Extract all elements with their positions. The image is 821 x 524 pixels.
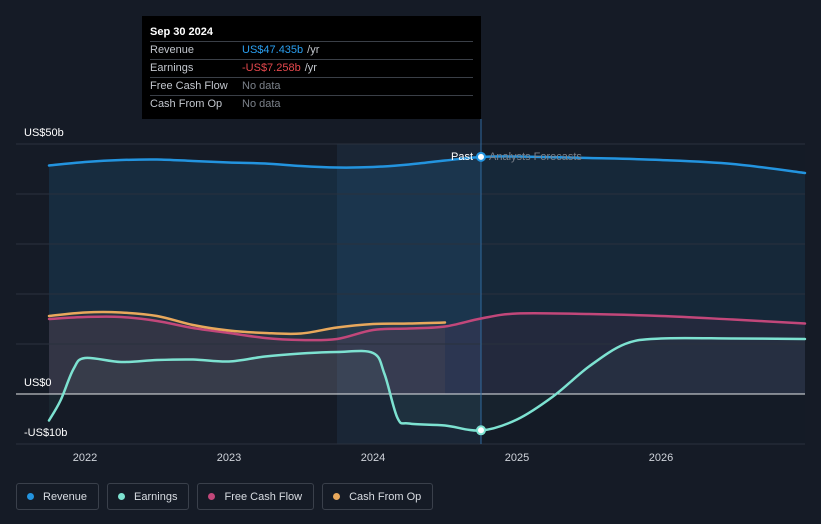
series-line-free-cash-flow [47,311,807,342]
tooltip-row-earnings: Earnings -US$7.258b /yr [150,59,473,77]
tooltip-label: Revenue [150,44,195,56]
legend-dot-icon [118,493,126,500]
tooltip-date: Sep 30 2024 [150,26,213,38]
y-tick-label-top: US$50b [24,127,64,139]
tooltip-unit: /yr [307,44,320,56]
chart-legend: Revenue Earnings Free Cash Flow Cash Fro… [16,483,434,510]
legend-dot-icon [333,493,341,500]
series-area-cash-from-op [49,312,445,394]
forecast-label: Analysts Forecasts [489,151,582,163]
past-label: Past [451,151,473,163]
series-line-revenue [47,155,807,175]
y-tick-label-bottom: -US$10b [24,427,67,439]
x-tick-label: 2023 [217,452,241,464]
tooltip-value: US$47.435b [242,44,304,56]
legend-dot-icon [208,493,216,500]
tooltip-label: Cash From Op [150,98,223,110]
legend-item-revenue[interactable]: Revenue [16,483,100,510]
legend-label: Cash From Op [349,490,422,503]
tooltip-row-revenue: Revenue US$47.435b /yr [150,41,473,59]
data-point-revenue [476,151,486,162]
x-tick-label: 2026 [649,452,673,464]
legend-item-earnings[interactable]: Earnings [107,483,190,510]
legend-label: Revenue [43,490,88,503]
x-tick-label: 2025 [505,452,529,464]
series-line-earnings [47,336,807,432]
tooltip-row-fcf: Free Cash Flow No data [150,77,473,95]
x-tick-label: 2024 [361,452,385,464]
tooltip-value: -US$7.258b [242,62,301,74]
tooltip-label: Free Cash Flow [150,80,228,92]
legend-item-cash-from-op[interactable]: Cash From Op [322,483,434,510]
tooltip-value: No data [242,80,281,92]
tooltip-label: Earnings [150,62,194,74]
tooltip-row-cfo: Cash From Op No data [150,95,473,113]
legend-dot-icon [27,493,34,500]
x-tick-label: 2022 [73,452,97,464]
legend-label: Earnings [134,490,178,503]
y-tick-label-zero: US$0 [24,377,52,389]
data-tooltip: Sep 30 2024 Revenue US$47.435b /yr Earni… [142,16,481,119]
tooltip-unit: /yr [304,62,317,74]
data-point-earnings [476,425,486,436]
series-line-cash-from-op [47,310,447,336]
series-area-free-cash-flow [49,313,805,394]
tooltip-value: No data [242,98,281,110]
legend-label: Free Cash Flow [224,490,303,503]
legend-item-free-cash-flow[interactable]: Free Cash Flow [197,483,315,510]
